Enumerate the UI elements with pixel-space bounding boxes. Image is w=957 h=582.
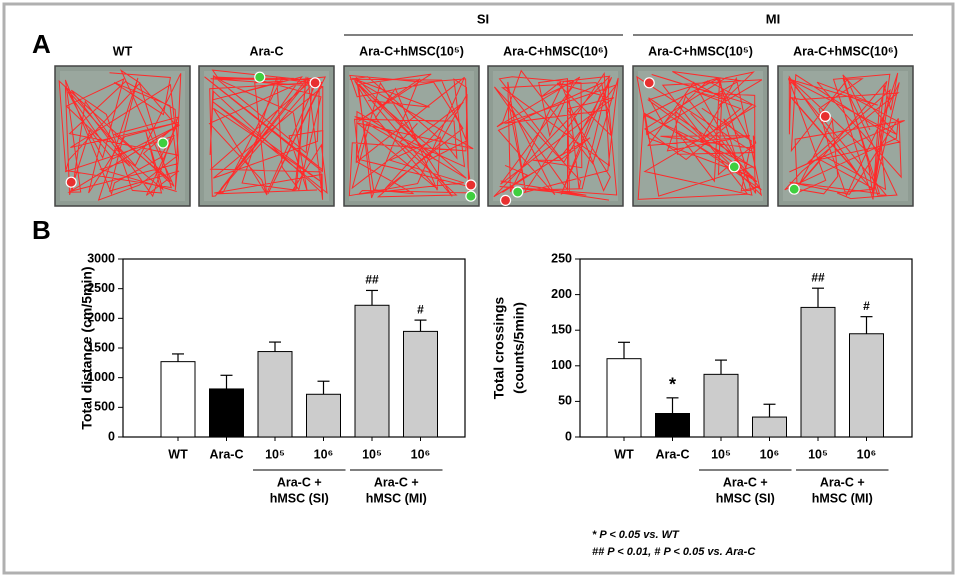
track-dot <box>512 186 524 198</box>
track-path <box>58 69 182 201</box>
panel-letter: B <box>32 215 51 245</box>
bar <box>849 333 884 438</box>
group-label: Ara-C + <box>820 475 865 489</box>
x-tick-label: WT <box>614 447 634 461</box>
y-tick-label: 2500 <box>87 281 115 295</box>
group-label: Ara-C + <box>277 475 322 489</box>
bar <box>606 358 642 438</box>
group-label: Ara-C + <box>723 475 768 489</box>
y-tick-label: 0 <box>108 429 115 443</box>
track-label: Ara-C+hMSC(10⁵) <box>648 44 753 58</box>
plot-frame <box>579 258 913 438</box>
bar <box>306 393 341 438</box>
group-label: Ara-C + <box>374 475 419 489</box>
bar <box>354 304 390 438</box>
track-dot <box>157 137 169 149</box>
significance-mark: ## <box>811 270 825 284</box>
significance-mark: * <box>669 375 676 395</box>
track-label: Ara-C+hMSC(10⁵) <box>359 44 464 58</box>
x-tick-label: 10⁵ <box>265 447 285 461</box>
bar <box>703 373 739 438</box>
track-inner <box>60 71 185 201</box>
y-tick-label: 0 <box>565 429 572 443</box>
y-tick-label: 200 <box>551 287 572 301</box>
track-dot <box>465 179 477 191</box>
y-tick-label: 3000 <box>87 251 115 265</box>
track-dot <box>788 183 800 195</box>
x-tick-label: 10⁵ <box>362 447 382 461</box>
y-tick-label: 1000 <box>87 370 115 384</box>
track-path <box>204 69 328 200</box>
y-tick-label: 50 <box>558 394 572 408</box>
footnote: * P < 0.05 vs. WT <box>592 529 680 541</box>
bar <box>209 388 244 438</box>
bar <box>160 361 196 438</box>
y-axis-label: Total distance (cm/5min) <box>79 266 95 429</box>
x-tick-label: 10⁵ <box>711 447 731 461</box>
track-label: WT <box>113 44 133 58</box>
x-tick-label: 10⁶ <box>857 447 877 461</box>
track-path <box>784 72 905 200</box>
track-dot <box>499 194 512 206</box>
track-dot <box>728 161 740 173</box>
x-tick-label: WT <box>168 447 188 461</box>
significance-mark: # <box>417 302 424 316</box>
group-header: SI <box>477 11 489 26</box>
x-tick-label: 10⁶ <box>411 447 431 461</box>
bar <box>800 306 836 438</box>
footnote: ## P < 0.01, # P < 0.05 vs. Ara-C <box>592 546 756 558</box>
group-label: hMSC (MI) <box>366 491 427 505</box>
track-dot <box>309 77 321 89</box>
significance-mark: ## <box>365 273 379 287</box>
group-header: MI <box>766 11 780 26</box>
group-label: hMSC (SI) <box>716 491 775 505</box>
track-dot <box>643 77 655 89</box>
track-dot <box>465 190 477 202</box>
track-dot <box>65 176 77 188</box>
y-tick-label: 500 <box>94 400 115 414</box>
track-path <box>493 69 619 201</box>
y-tick-label: 150 <box>551 322 572 336</box>
y-tick-label: 250 <box>551 251 572 265</box>
group-label: hMSC (MI) <box>812 491 873 505</box>
group-label: hMSC (SI) <box>270 491 329 505</box>
track-path <box>348 73 474 199</box>
track-dot <box>254 71 266 83</box>
x-tick-label: 10⁵ <box>808 447 828 461</box>
track-label: Ara-C+hMSC(10⁶) <box>503 44 608 58</box>
y-axis-label: Total crossings <box>491 297 507 400</box>
y-axis-label: (counts/5min) <box>511 302 527 394</box>
bar <box>257 351 293 438</box>
track-label: Ara-C <box>249 44 283 58</box>
x-tick-label: 10⁶ <box>760 447 780 461</box>
bar <box>752 416 787 438</box>
bar <box>655 413 690 438</box>
bar <box>403 330 438 438</box>
y-tick-label: 2000 <box>87 311 115 325</box>
y-tick-label: 1500 <box>87 340 115 354</box>
significance-mark: # <box>863 299 870 313</box>
y-tick-label: 100 <box>551 358 572 372</box>
track-dot <box>819 110 831 123</box>
x-tick-label: Ara-C <box>209 447 243 461</box>
track-path <box>636 71 763 200</box>
track-label: Ara-C+hMSC(10⁶) <box>793 44 898 58</box>
panel-letter: A <box>32 29 51 59</box>
x-tick-label: Ara-C <box>655 447 689 461</box>
x-tick-label: 10⁶ <box>314 447 334 461</box>
